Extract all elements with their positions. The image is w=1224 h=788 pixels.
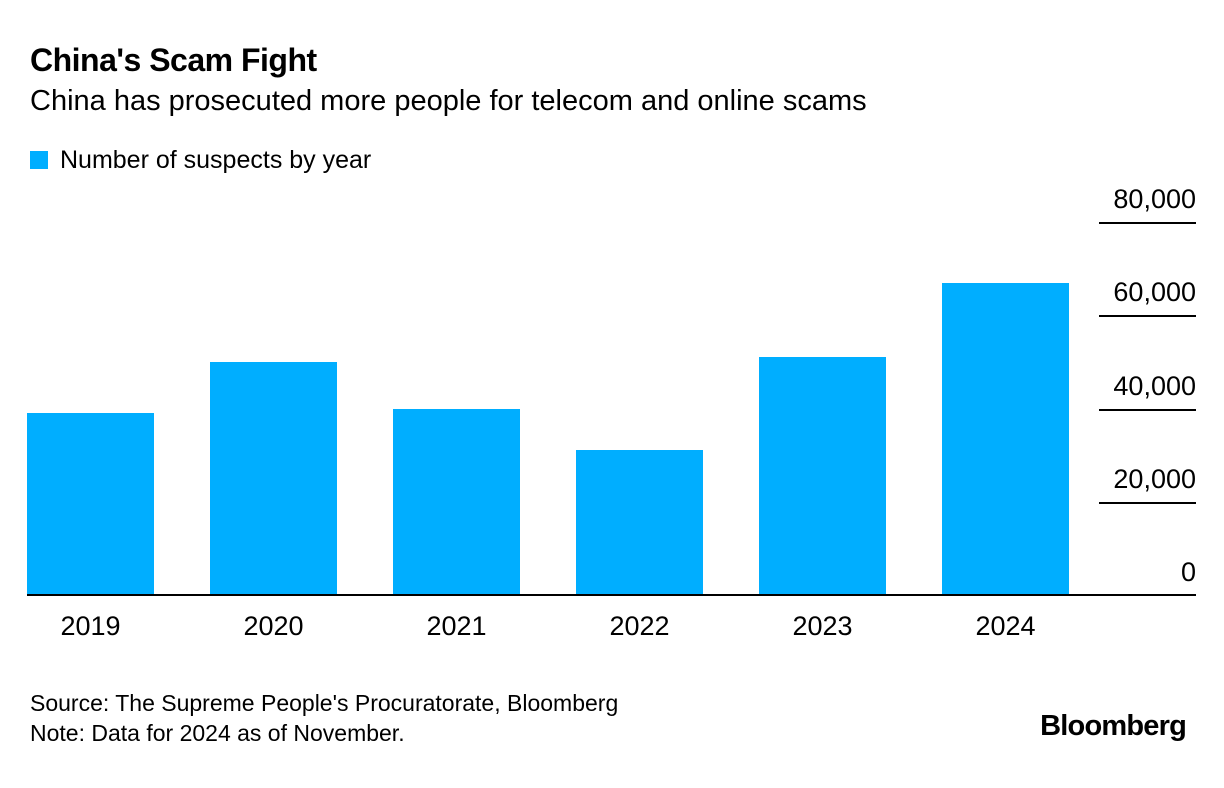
- x-tick-label-2024: 2024: [975, 611, 1036, 641]
- chart-subtitle: China has prosecuted more people for tel…: [30, 85, 867, 117]
- data-note: Note: Data for 2024 as of November.: [30, 720, 405, 746]
- source-note: Source: The Supreme People's Procuratora…: [30, 690, 619, 716]
- bar-2023: [759, 357, 886, 595]
- x-tick-label-2019: 2019: [60, 611, 121, 641]
- y-tick-line-40000: [1099, 408, 1196, 411]
- y-tick-line-80000: [1099, 222, 1196, 224]
- x-tick-label-2020: 2020: [243, 611, 304, 641]
- y-tick-label-80000: 80,000: [1113, 184, 1196, 214]
- legend-swatch-icon: [30, 151, 48, 169]
- y-tick-label-20000: 20,000: [1113, 463, 1196, 494]
- bar-2019: [27, 413, 154, 595]
- bar-2022: [576, 450, 703, 595]
- legend: Number of suspects by year: [30, 147, 371, 173]
- x-tick-label-2021: 2021: [426, 611, 487, 641]
- y-tick-label-60000: 60,000: [1113, 277, 1196, 308]
- y-tick-line-60000: [1099, 315, 1196, 318]
- bar-2020: [210, 361, 337, 595]
- bar-2024: [942, 282, 1069, 595]
- chart-title: China's Scam Fight: [30, 42, 317, 78]
- footer: Source: The Supreme People's Procuratora…: [30, 688, 618, 748]
- bloomberg-logo: Bloomberg: [1040, 710, 1187, 742]
- y-tick-line-20000: [1099, 501, 1196, 504]
- y-tick-label-40000: 40,000: [1113, 370, 1196, 401]
- x-tick-label-2022: 2022: [609, 611, 670, 641]
- y-tick-label-0: 0: [1180, 557, 1196, 587]
- x-axis-line: [27, 594, 1196, 596]
- x-tick-label-2023: 2023: [792, 611, 853, 641]
- bar-2021: [393, 408, 520, 595]
- legend-label: Number of suspects by year: [60, 146, 372, 174]
